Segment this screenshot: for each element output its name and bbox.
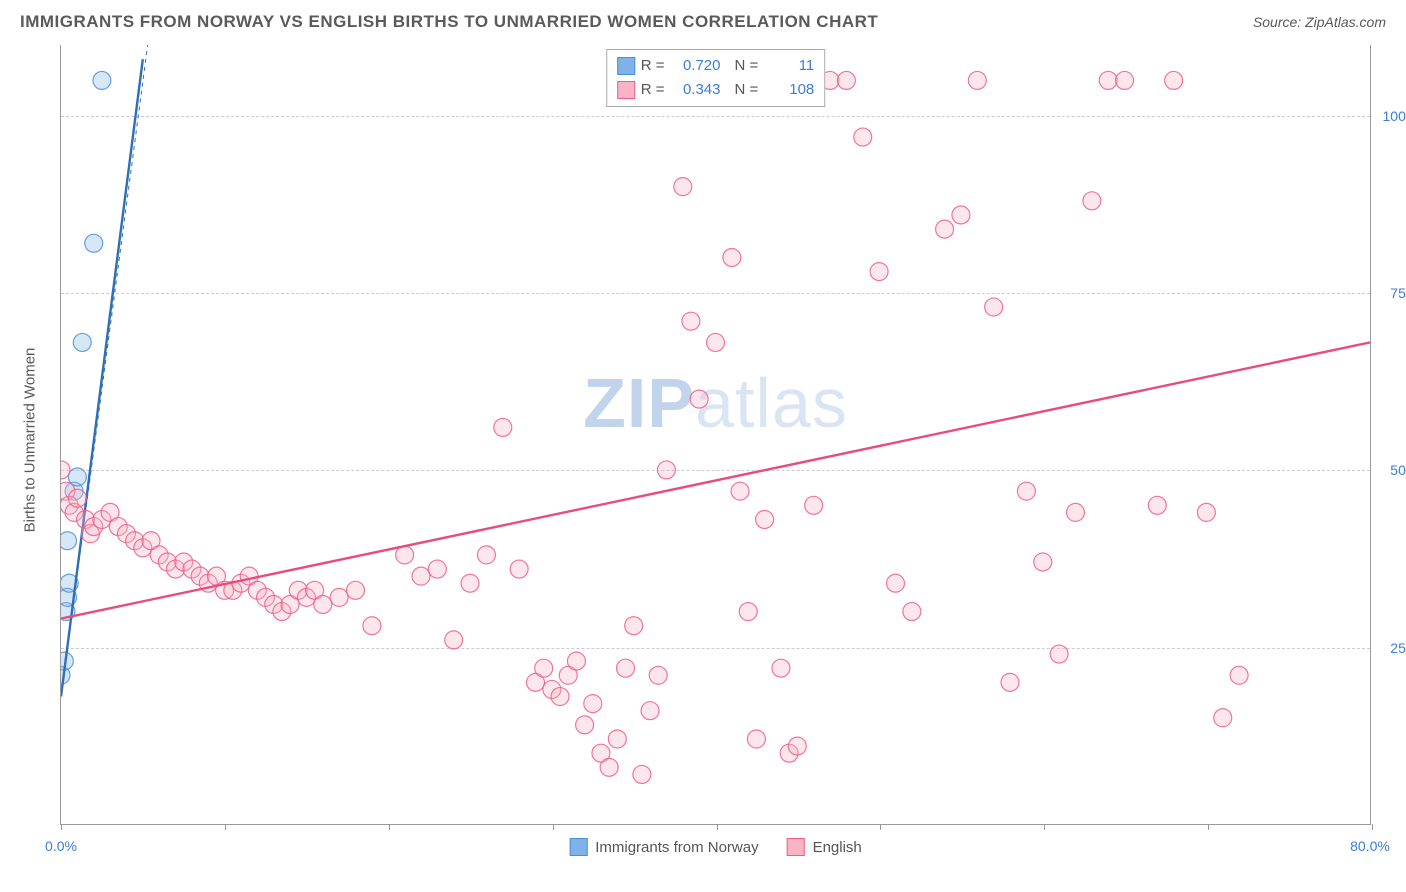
data-point [747, 730, 765, 748]
data-point [461, 574, 479, 592]
data-point [1050, 645, 1068, 663]
data-point [73, 333, 91, 351]
data-point [1099, 71, 1117, 89]
data-point [739, 603, 757, 621]
data-point [477, 546, 495, 564]
data-point [1034, 553, 1052, 571]
data-point [1165, 71, 1183, 89]
swatch-english [617, 81, 635, 99]
data-point [510, 560, 528, 578]
y-tick-label: 50.0% [1375, 462, 1406, 478]
trend-line [61, 59, 143, 696]
data-point [428, 560, 446, 578]
data-point [314, 595, 332, 613]
data-point [723, 248, 741, 266]
data-point [649, 666, 667, 684]
y-axis-label: Births to Unmarried Women [22, 348, 39, 533]
scatter-svg [61, 45, 1370, 824]
data-point [968, 71, 986, 89]
data-point [576, 716, 594, 734]
data-point [551, 688, 569, 706]
data-point [633, 765, 651, 783]
y-tick-label: 25.0% [1375, 640, 1406, 656]
series-legend: Immigrants from Norway English [569, 838, 862, 856]
data-point [1148, 496, 1166, 514]
correlation-legend: R = 0.720 N = 11 R = 0.343 N = 108 [606, 49, 826, 107]
data-point [412, 567, 430, 585]
data-point [854, 128, 872, 146]
chart-header: IMMIGRANTS FROM NORWAY VS ENGLISH BIRTHS… [0, 0, 1406, 40]
data-point [68, 489, 86, 507]
data-point [788, 737, 806, 755]
data-point [1001, 673, 1019, 691]
data-point [584, 695, 602, 713]
data-point [985, 298, 1003, 316]
data-point [690, 390, 708, 408]
data-point [707, 333, 725, 351]
data-point [445, 631, 463, 649]
data-point [567, 652, 585, 670]
data-point [952, 206, 970, 224]
x-tick-label-max: 80.0% [1350, 838, 1390, 854]
legend-item-english: English [787, 838, 862, 856]
data-point [936, 220, 954, 238]
data-point [1083, 192, 1101, 210]
legend-row-english: R = 0.343 N = 108 [617, 78, 815, 102]
data-point [1214, 709, 1232, 727]
y-tick-label: 75.0% [1375, 285, 1406, 301]
swatch-norway-icon [569, 838, 587, 856]
data-point [61, 532, 77, 550]
data-point [837, 71, 855, 89]
data-point [641, 702, 659, 720]
data-point [535, 659, 553, 677]
data-point [1230, 666, 1248, 684]
data-point [870, 263, 888, 281]
data-point [93, 71, 111, 89]
data-point [682, 312, 700, 330]
chart-title: IMMIGRANTS FROM NORWAY VS ENGLISH BIRTHS… [20, 12, 878, 32]
swatch-english-icon [787, 838, 805, 856]
data-point [1017, 482, 1035, 500]
data-point [674, 178, 692, 196]
swatch-norway [617, 57, 635, 75]
data-point [347, 581, 365, 599]
chart-source: Source: ZipAtlas.com [1253, 14, 1386, 30]
data-point [772, 659, 790, 677]
data-point [1066, 503, 1084, 521]
data-point [1197, 503, 1215, 521]
trend-line [61, 342, 1370, 618]
data-point [617, 659, 635, 677]
data-point [330, 588, 348, 606]
data-point [756, 510, 774, 528]
y-tick-label: 100.0% [1375, 108, 1406, 124]
data-point [903, 603, 921, 621]
data-point [600, 758, 618, 776]
data-point [805, 496, 823, 514]
data-point [887, 574, 905, 592]
data-point [625, 617, 643, 635]
data-point [657, 461, 675, 479]
data-point [85, 234, 103, 252]
plot-area: ZIPatlas R = 0.720 N = 11 R = 0.343 N = … [60, 45, 1371, 825]
data-point [608, 730, 626, 748]
legend-item-norway: Immigrants from Norway [569, 838, 758, 856]
data-point [494, 418, 512, 436]
legend-row-norway: R = 0.720 N = 11 [617, 54, 815, 78]
data-point [363, 617, 381, 635]
data-point [1116, 71, 1134, 89]
data-point [731, 482, 749, 500]
x-tick-label-min: 0.0% [45, 838, 77, 854]
